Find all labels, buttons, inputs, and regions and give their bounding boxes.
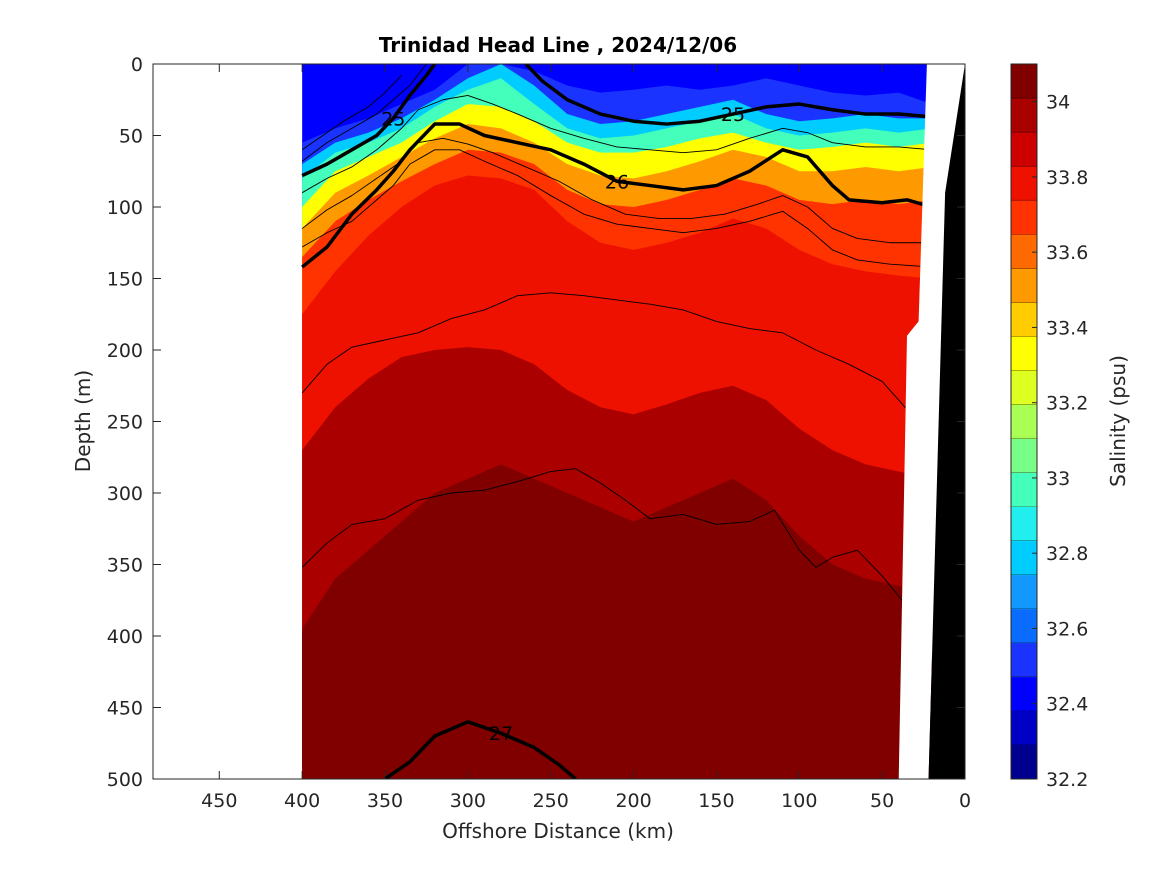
- colorbar-swatch: [1011, 200, 1037, 235]
- x-tick-label: 50: [870, 790, 894, 812]
- density-contour: [384, 720, 577, 779]
- colorbar-swatch: [1011, 268, 1037, 303]
- x-axis-ticks: 450 400 350 300 250 200 150 100 50 0: [201, 64, 971, 812]
- x-tick-label: 150: [698, 790, 734, 812]
- salinity-fill-layers: [302, 64, 932, 779]
- colorbar-swatch: [1011, 506, 1037, 542]
- colorbar-swatch: [1011, 540, 1037, 576]
- density-contour: [301, 149, 932, 268]
- y-tick-label: 450: [107, 698, 143, 720]
- x-tick-label: 400: [284, 790, 320, 812]
- seafloor: [928, 64, 965, 779]
- colorbar-tick-label: 33.6: [1046, 242, 1088, 264]
- density-contour: [301, 75, 402, 151]
- colorbar-tick-label: 33: [1046, 468, 1070, 490]
- colorbar-tick-label: 32.2: [1046, 769, 1088, 791]
- colorbar-swatch: [1011, 64, 1037, 99]
- x-tick-label: 350: [367, 790, 403, 812]
- colorbar-tick-label: 32.6: [1046, 618, 1088, 640]
- x-tick-label: 200: [615, 790, 651, 812]
- colorbar-swatch: [1011, 302, 1037, 337]
- colorbar-frame: [1010, 63, 1038, 780]
- plot-area: 25 25 26 27: [301, 64, 965, 779]
- colorbar-swatch: [1011, 574, 1037, 610]
- colorbar-swatch: [1011, 336, 1037, 371]
- density-contour: [301, 95, 932, 194]
- colorbar-swatch: [1011, 98, 1037, 133]
- salinity-fill: [302, 464, 932, 779]
- density-contour: [301, 64, 427, 162]
- y-tick-label: 200: [107, 340, 143, 362]
- colorbar-swatch: [1011, 744, 1037, 780]
- colorbar-swatch: [1011, 710, 1037, 746]
- y-tick-label: 400: [107, 626, 143, 648]
- x-tick-label: 250: [533, 790, 569, 812]
- y-axis-ticks: 0 50 100 150 200 250 300 350 400 450 500: [107, 54, 965, 791]
- colorbar-swatch: [1011, 370, 1037, 405]
- colorbar-swatch: [1011, 234, 1037, 269]
- y-tick-label: 350: [107, 555, 143, 577]
- colorbar-swatch: [1011, 132, 1037, 167]
- colorbar-tick-label: 33.2: [1046, 393, 1088, 415]
- density-contour-lines: 25 25 26 27: [301, 64, 933, 779]
- y-axis-title: Depth (m): [71, 370, 95, 472]
- x-axis-title: Offshore Distance (km): [442, 819, 674, 843]
- x-tick-label: 300: [450, 790, 486, 812]
- y-tick-label: 0: [131, 54, 143, 76]
- chart-title: Trinidad Head Line , 2024/12/06: [379, 33, 737, 57]
- y-tick-label: 300: [107, 483, 143, 505]
- contour-label: 26: [605, 171, 629, 193]
- salinity-fill: [302, 728, 932, 779]
- colorbar-tick-label: 33.8: [1046, 167, 1088, 189]
- contour-label: 25: [721, 104, 745, 126]
- colorbar-swatch: [1011, 608, 1037, 644]
- gap-region: [898, 64, 965, 779]
- colorbar: 32.2 32.4 32.6 32.8 33 33.2 33.4 33.6 33.8 34: [1010, 63, 1088, 791]
- colorbar-swatch: [1011, 438, 1037, 474]
- contour-label: 27: [489, 723, 513, 745]
- density-contour: [301, 64, 437, 178]
- y-tick-label: 150: [107, 269, 143, 291]
- x-tick-label: 0: [959, 790, 971, 812]
- colorbar-tick-label: 33.4: [1046, 317, 1088, 339]
- colorbar-tick-label: 32.8: [1046, 543, 1088, 565]
- contour-label: 25: [381, 108, 405, 130]
- density-contour: [301, 137, 932, 244]
- colorbar-title: Salinity (psu): [1106, 355, 1130, 487]
- colorbar-swatch: [1011, 404, 1037, 440]
- x-tick-label: 100: [781, 790, 817, 812]
- colorbar-tick-label: 32.4: [1046, 694, 1088, 716]
- colorbar-tick-label: 34: [1046, 92, 1070, 114]
- density-contour: [301, 468, 916, 622]
- density-contour: [301, 292, 916, 419]
- y-tick-label: 250: [107, 412, 143, 434]
- density-contour: [301, 122, 933, 269]
- x-tick-label: 450: [201, 790, 237, 812]
- density-contour: [524, 64, 933, 126]
- seafloor-bathymetry: [898, 64, 965, 779]
- colorbar-swatch: [1011, 642, 1037, 678]
- y-tick-label: 500: [107, 769, 143, 791]
- colorbar-swatch: [1011, 166, 1037, 201]
- colorbar-swatch: [1011, 676, 1037, 712]
- y-tick-label: 100: [107, 197, 143, 219]
- y-tick-label: 50: [119, 126, 143, 148]
